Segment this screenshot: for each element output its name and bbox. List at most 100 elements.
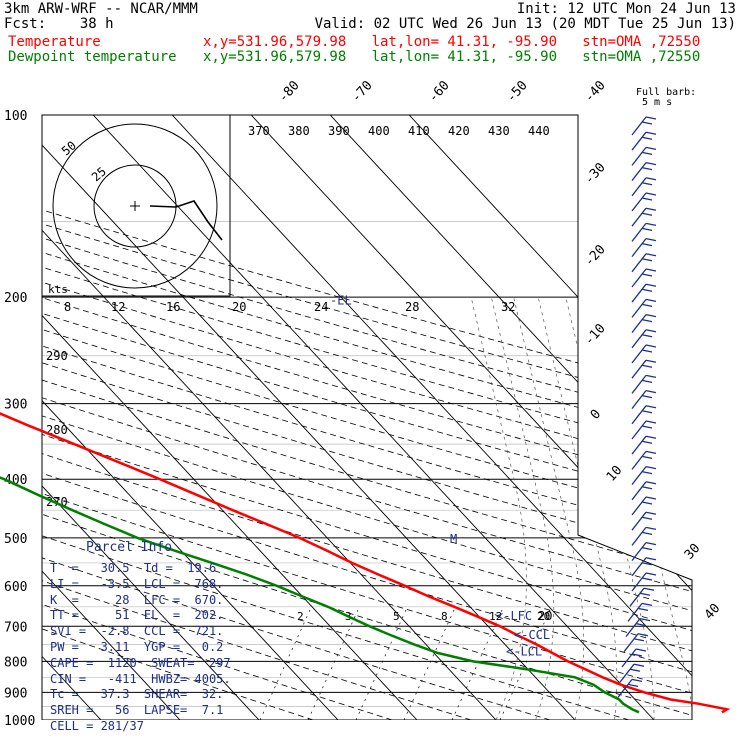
pressure-tick-label: 100 (4, 109, 27, 124)
wind-barb (631, 329, 657, 349)
wind-barb-staff (631, 131, 647, 151)
isotherm (250, 115, 692, 720)
temperature-tick-label: 20 (538, 609, 552, 623)
theta-tick-label: 440 (528, 124, 550, 138)
wind-barb-flag (645, 177, 657, 181)
temperature-tick-label: 30 (682, 541, 704, 563)
temperature-tick-label: -10 (582, 321, 609, 348)
wind-barb-staff (631, 223, 647, 242)
wind-barb (629, 587, 655, 607)
wind-barb-flag (637, 607, 649, 612)
parcel-info-row: TT = 51 EL = 202. (50, 608, 224, 623)
wind-barb-flag (627, 683, 639, 688)
dry-adiabat (42, 115, 692, 720)
temperature-tick-label: -60 (426, 78, 453, 105)
parcel-info-row: CAPE = 1120 SWEAT= 297 (50, 655, 231, 670)
parcel-info-row: K = 28 LFC = 670. (50, 592, 224, 607)
mixing-ratio-label: 8 (441, 610, 448, 623)
wind-barb-flag (641, 486, 653, 490)
wind-barb (631, 237, 657, 257)
wind-barb-flag (633, 638, 645, 642)
temperature-legend-label: Temperature (8, 34, 101, 50)
wind-barb-flag (641, 288, 653, 292)
wind-barb (631, 146, 657, 166)
parcel-info-row: T = 30.5 Td = 19.6 (50, 561, 217, 575)
hodograph-trace (149, 200, 223, 241)
wind-barb-flag (645, 511, 657, 515)
wind-barb-flag (635, 648, 647, 652)
isotherm (42, 115, 339, 720)
wind-barb-staff (631, 527, 647, 546)
valid-time: Valid: 02 UTC Wed 26 Jun 13 (20 MDT Tue … (314, 16, 736, 32)
hodograph-speed-tick: 20 (232, 300, 246, 314)
hodograph-speed-tick: 28 (405, 300, 419, 314)
wind-barb-staff (631, 192, 647, 212)
wind-barb-staff (631, 147, 647, 166)
wind-barb-flag (641, 546, 653, 551)
wind-barb-flag (645, 526, 657, 531)
wind-barb-flag (641, 364, 653, 368)
wind-barb-flag (641, 501, 653, 505)
wind-barb-flag (641, 182, 653, 186)
wind-barb (631, 420, 657, 440)
lfc-marker: <-LFC (496, 609, 532, 623)
wind-barb-staff (625, 618, 641, 637)
model-title: 3km ARW-WRF -- NCAR/MMM (4, 1, 198, 17)
wind-barb (631, 344, 657, 364)
wind-barb (631, 359, 657, 379)
wind-barb-staff (617, 679, 633, 698)
wind-barb (631, 481, 657, 501)
dry-adiabat (42, 115, 692, 720)
moist-adiabat (565, 297, 655, 720)
series-line-dewpoint-temperature (0, 476, 640, 714)
wind-barb-staff (621, 648, 637, 668)
wind-barb-flag (645, 131, 657, 135)
wind-barb (631, 435, 657, 455)
temperature-legend-info: x,y=531.96,579.98 lat,lon= 41.31, -95.90… (203, 34, 701, 50)
theta-e-tick-label: 290 (46, 349, 68, 363)
pressure-tick-label: 600 (4, 580, 27, 595)
wind-barb-flag (645, 146, 657, 151)
wind-barb-staff (631, 405, 647, 425)
wind-barb-staff (631, 283, 647, 303)
freezing-marker: M (450, 532, 457, 546)
el-marker: -EL (330, 294, 352, 308)
hodograph-ring (93, 164, 177, 248)
hodograph-speed-tick: 8 (64, 300, 71, 314)
wind-barb (631, 298, 657, 318)
wind-barb-flag (641, 166, 653, 171)
wind-barb-flag (645, 481, 657, 485)
hodograph-speed-tick: 12 (111, 300, 125, 314)
isotherm (171, 115, 692, 720)
barb-legend-label: Full barb: (636, 87, 696, 98)
wind-barb (631, 374, 657, 394)
wind-barb-staff (631, 359, 647, 379)
dry-adiabat (42, 115, 692, 720)
wind-barb-flag (641, 531, 653, 536)
temperature-tick-label: -50 (504, 78, 531, 105)
wind-barb-flag (645, 359, 657, 363)
temperature-tick-label: -80 (276, 78, 303, 105)
wind-barb-flag (641, 273, 653, 277)
wind-barb-flag (641, 334, 653, 338)
dry-adiabat (42, 115, 692, 720)
wind-barb (631, 526, 657, 546)
wind-barb-flag (641, 197, 653, 201)
wind-barb-staff (623, 633, 639, 653)
ccl-marker: <-CCL (514, 628, 550, 642)
wind-barb-flag (641, 470, 653, 475)
moist-adiabat (672, 297, 692, 720)
temperature-tick-label: -20 (582, 242, 609, 269)
wind-barb (631, 572, 657, 592)
wind-barb-staff (631, 207, 647, 227)
wind-barb-flag (641, 121, 653, 125)
wind-barb-staff (631, 162, 647, 181)
hodograph-speed-tick: 16 (166, 300, 180, 314)
dry-adiabat (42, 115, 692, 720)
dry-adiabat (42, 115, 692, 720)
wind-barb (631, 313, 657, 333)
wind-barb-flag (645, 572, 657, 576)
wind-barb-flag (645, 192, 657, 196)
wind-barb-flag (645, 283, 657, 287)
parcel-info-row: SREH = 56 LAPSE= 7.1 (50, 703, 224, 718)
